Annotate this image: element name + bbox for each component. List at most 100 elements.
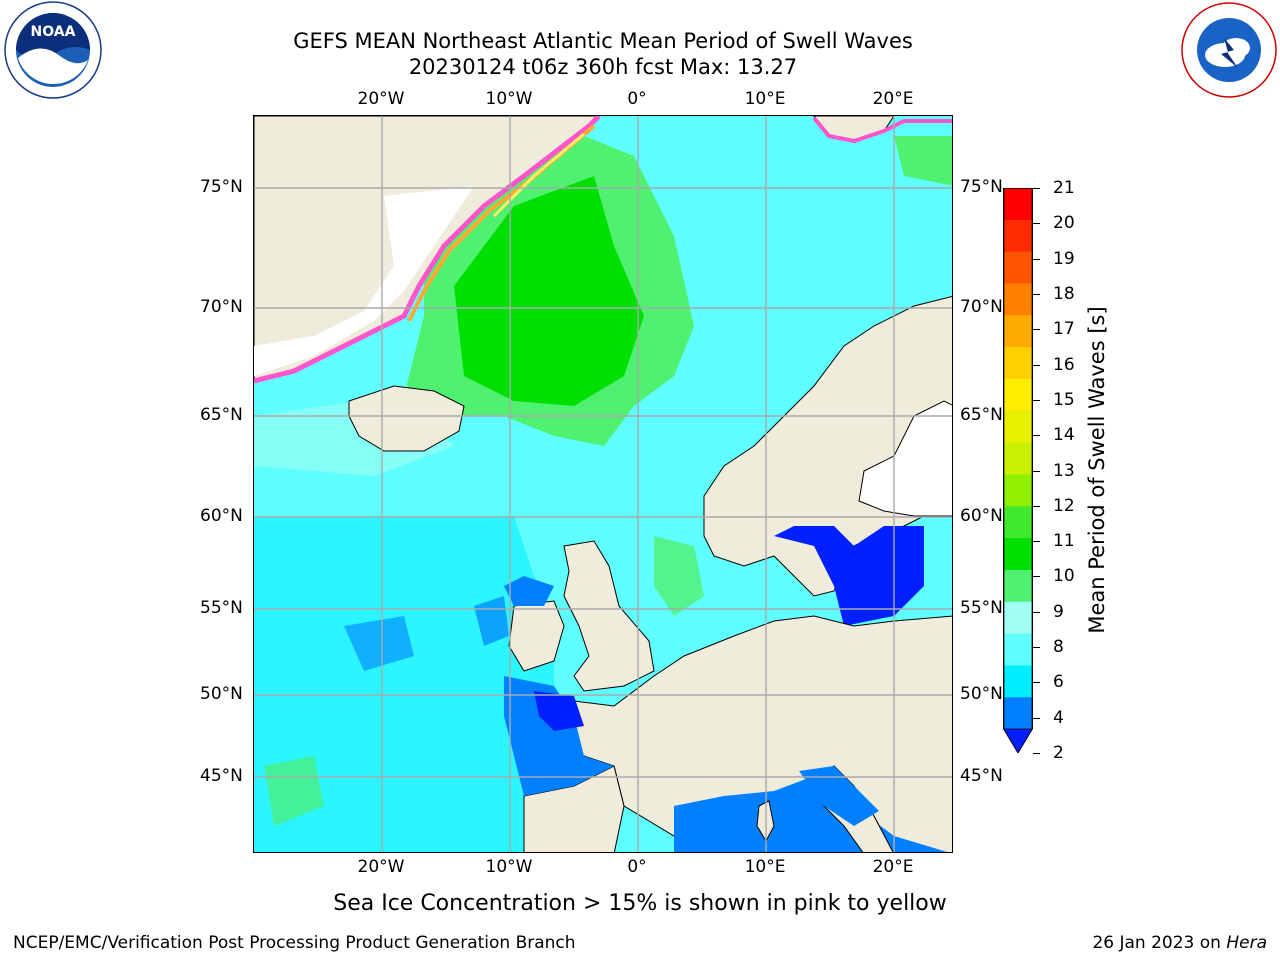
- lat-label-left-65n: 65°N: [200, 405, 243, 425]
- colorbar-tick-mark: [1033, 753, 1040, 754]
- colorbar-tick-mark: [1033, 258, 1040, 260]
- colorbar-tick-label: 15: [1053, 389, 1075, 410]
- colorbar-segment: [1003, 442, 1033, 475]
- colorbar-segment: [1003, 474, 1033, 507]
- colorbar-segment: [1003, 188, 1033, 221]
- colorbar-segment: [1003, 378, 1033, 412]
- colorbar-tick-label: 16: [1053, 354, 1075, 375]
- colorbar-tick-label: 19: [1053, 248, 1075, 269]
- colorbar-tick-mark: [1033, 611, 1040, 613]
- colorbar-label: Mean Period of Swell Waves [s]: [1085, 306, 1109, 634]
- colorbar-tick-label: 13: [1053, 460, 1075, 481]
- colorbar-segment: [1003, 697, 1033, 730]
- ocean-cyan-zone: [254, 516, 554, 852]
- footer-branch: NCEP/EMC/Verification Post Processing Pr…: [13, 933, 576, 953]
- biscay-deep-blue: [534, 691, 584, 731]
- colorbar-segment: [1003, 219, 1033, 253]
- lat-label-right-45n: 45°N: [960, 766, 1003, 786]
- colorbar-tick-mark: [1033, 470, 1040, 472]
- swell-period-map: [254, 116, 952, 852]
- colorbar-tick-label: 4: [1053, 707, 1064, 728]
- lat-label-right-70n: 70°N: [960, 297, 1003, 317]
- colorbar-segment: [1003, 410, 1033, 444]
- lon-label-bottom-20w: 20°W: [357, 857, 405, 877]
- svg-text:NOAA: NOAA: [31, 24, 76, 40]
- lon-label-bottom-10w: 10°W: [485, 857, 533, 877]
- colorbar-extend-arrow: [1003, 728, 1033, 753]
- lon-label-top-0: 0°: [627, 89, 647, 109]
- colorbar-tick-mark: [1033, 505, 1040, 507]
- colorbar-segment: [1003, 283, 1033, 316]
- colorbar-tick-mark: [1033, 717, 1040, 719]
- map-panel: [253, 115, 953, 853]
- lon-label-top-20w: 20°W: [357, 89, 405, 109]
- baltic-deep-blue: [774, 526, 924, 626]
- lat-label-left-45n: 45°N: [200, 766, 243, 786]
- colorbar-tick-label: 12: [1053, 495, 1075, 516]
- colorbar-tick-mark: [1033, 576, 1040, 578]
- colorbar-segment: [1003, 315, 1033, 348]
- swell-green-svalbard: [894, 136, 952, 186]
- lat-label-left-70n: 70°N: [200, 297, 243, 317]
- colorbar-tick-mark: [1033, 364, 1040, 366]
- sea-ice-edge-yellow: [492, 132, 585, 218]
- land-ireland: [508, 600, 565, 672]
- lat-label-left-75n: 75°N: [200, 177, 243, 197]
- sea-ice-white-area: [254, 186, 474, 376]
- colorbar-segment: [1003, 569, 1033, 603]
- chart-subtitle: 20230124 t06z 360h fcst Max: 13.27: [408, 55, 798, 79]
- lat-label-right-65n: 65°N: [960, 405, 1003, 425]
- colorbar-tick-label: 20: [1053, 213, 1075, 234]
- colorbar-tick-mark: [1033, 647, 1040, 649]
- colorbar-tick-label: 17: [1053, 319, 1075, 340]
- lon-label-top-20e: 20°E: [872, 89, 914, 109]
- colorbar-tick-label: 2: [1053, 743, 1064, 763]
- colorbar-tick-mark: [1033, 541, 1040, 543]
- land-sweden-finland-white: [858, 400, 952, 517]
- colorbar-tick-mark: [1033, 188, 1040, 189]
- chart-title: GEFS MEAN Northeast Atlantic Mean Period…: [293, 29, 913, 53]
- irish-sea-blue: [504, 576, 554, 606]
- footer-host: Hera: [1226, 933, 1267, 953]
- lon-label-bottom-20e: 20°E: [872, 857, 914, 877]
- colorbar-tick-mark: [1033, 435, 1040, 437]
- lat-label-right-75n: 75°N: [960, 177, 1003, 197]
- colorbar-tick-mark: [1033, 399, 1040, 401]
- lat-label-right-55n: 55°N: [960, 598, 1003, 618]
- colorbar-tick-label: 8: [1053, 637, 1064, 658]
- colorbar-tick-label: 18: [1053, 283, 1075, 304]
- colorbar-tick-label: 6: [1053, 672, 1064, 693]
- atlantic-green-patch-1: [264, 756, 324, 826]
- colorbar-segment: [1003, 251, 1033, 284]
- lon-label-top-10w: 10°W: [485, 89, 533, 109]
- sea-ice-edge-svalbard: [812, 116, 952, 144]
- lat-label-right-60n: 60°N: [960, 506, 1003, 526]
- sea-ice-note: Sea Ice Concentration > 15% is shown in …: [333, 891, 947, 916]
- colorbar-tick-label: 21: [1053, 178, 1075, 198]
- colorbar-tick-mark: [1033, 223, 1040, 225]
- colorbar-tick-mark: [1033, 682, 1040, 684]
- colorbar-segment: [1003, 538, 1033, 571]
- colorbar-segment: [1003, 347, 1033, 380]
- lon-label-bottom-10e: 10°E: [744, 857, 786, 877]
- lon-label-bottom-0: 0°: [627, 857, 647, 877]
- colorbar-segment: [1003, 506, 1033, 539]
- graticule: [254, 116, 952, 852]
- sea-ice-edge-greenland: [254, 116, 601, 384]
- footer-date: 26 Jan 2023 on Hera: [1092, 933, 1267, 953]
- lon-label-top-10e: 10°E: [744, 89, 786, 109]
- colorbar-segment: [1003, 633, 1033, 666]
- lat-label-left-60n: 60°N: [200, 506, 243, 526]
- colorbar-segment: [1003, 601, 1033, 635]
- lat-label-left-50n: 50°N: [200, 684, 243, 704]
- colorbar-tick-label: 14: [1053, 425, 1075, 446]
- colorbar-tick-mark: [1033, 293, 1040, 295]
- footer-date-text: 26 Jan 2023 on: [1092, 933, 1227, 953]
- noaa-logo: NOAA: [4, 1, 102, 99]
- colorbar-tick-label: 9: [1053, 601, 1064, 622]
- nws-logo: [1181, 2, 1277, 98]
- swell-green-north-sea: [654, 536, 704, 616]
- swell-bright-green-region: [454, 176, 644, 406]
- land-great-britain: [563, 540, 655, 692]
- colorbar-border: [1003, 188, 1033, 730]
